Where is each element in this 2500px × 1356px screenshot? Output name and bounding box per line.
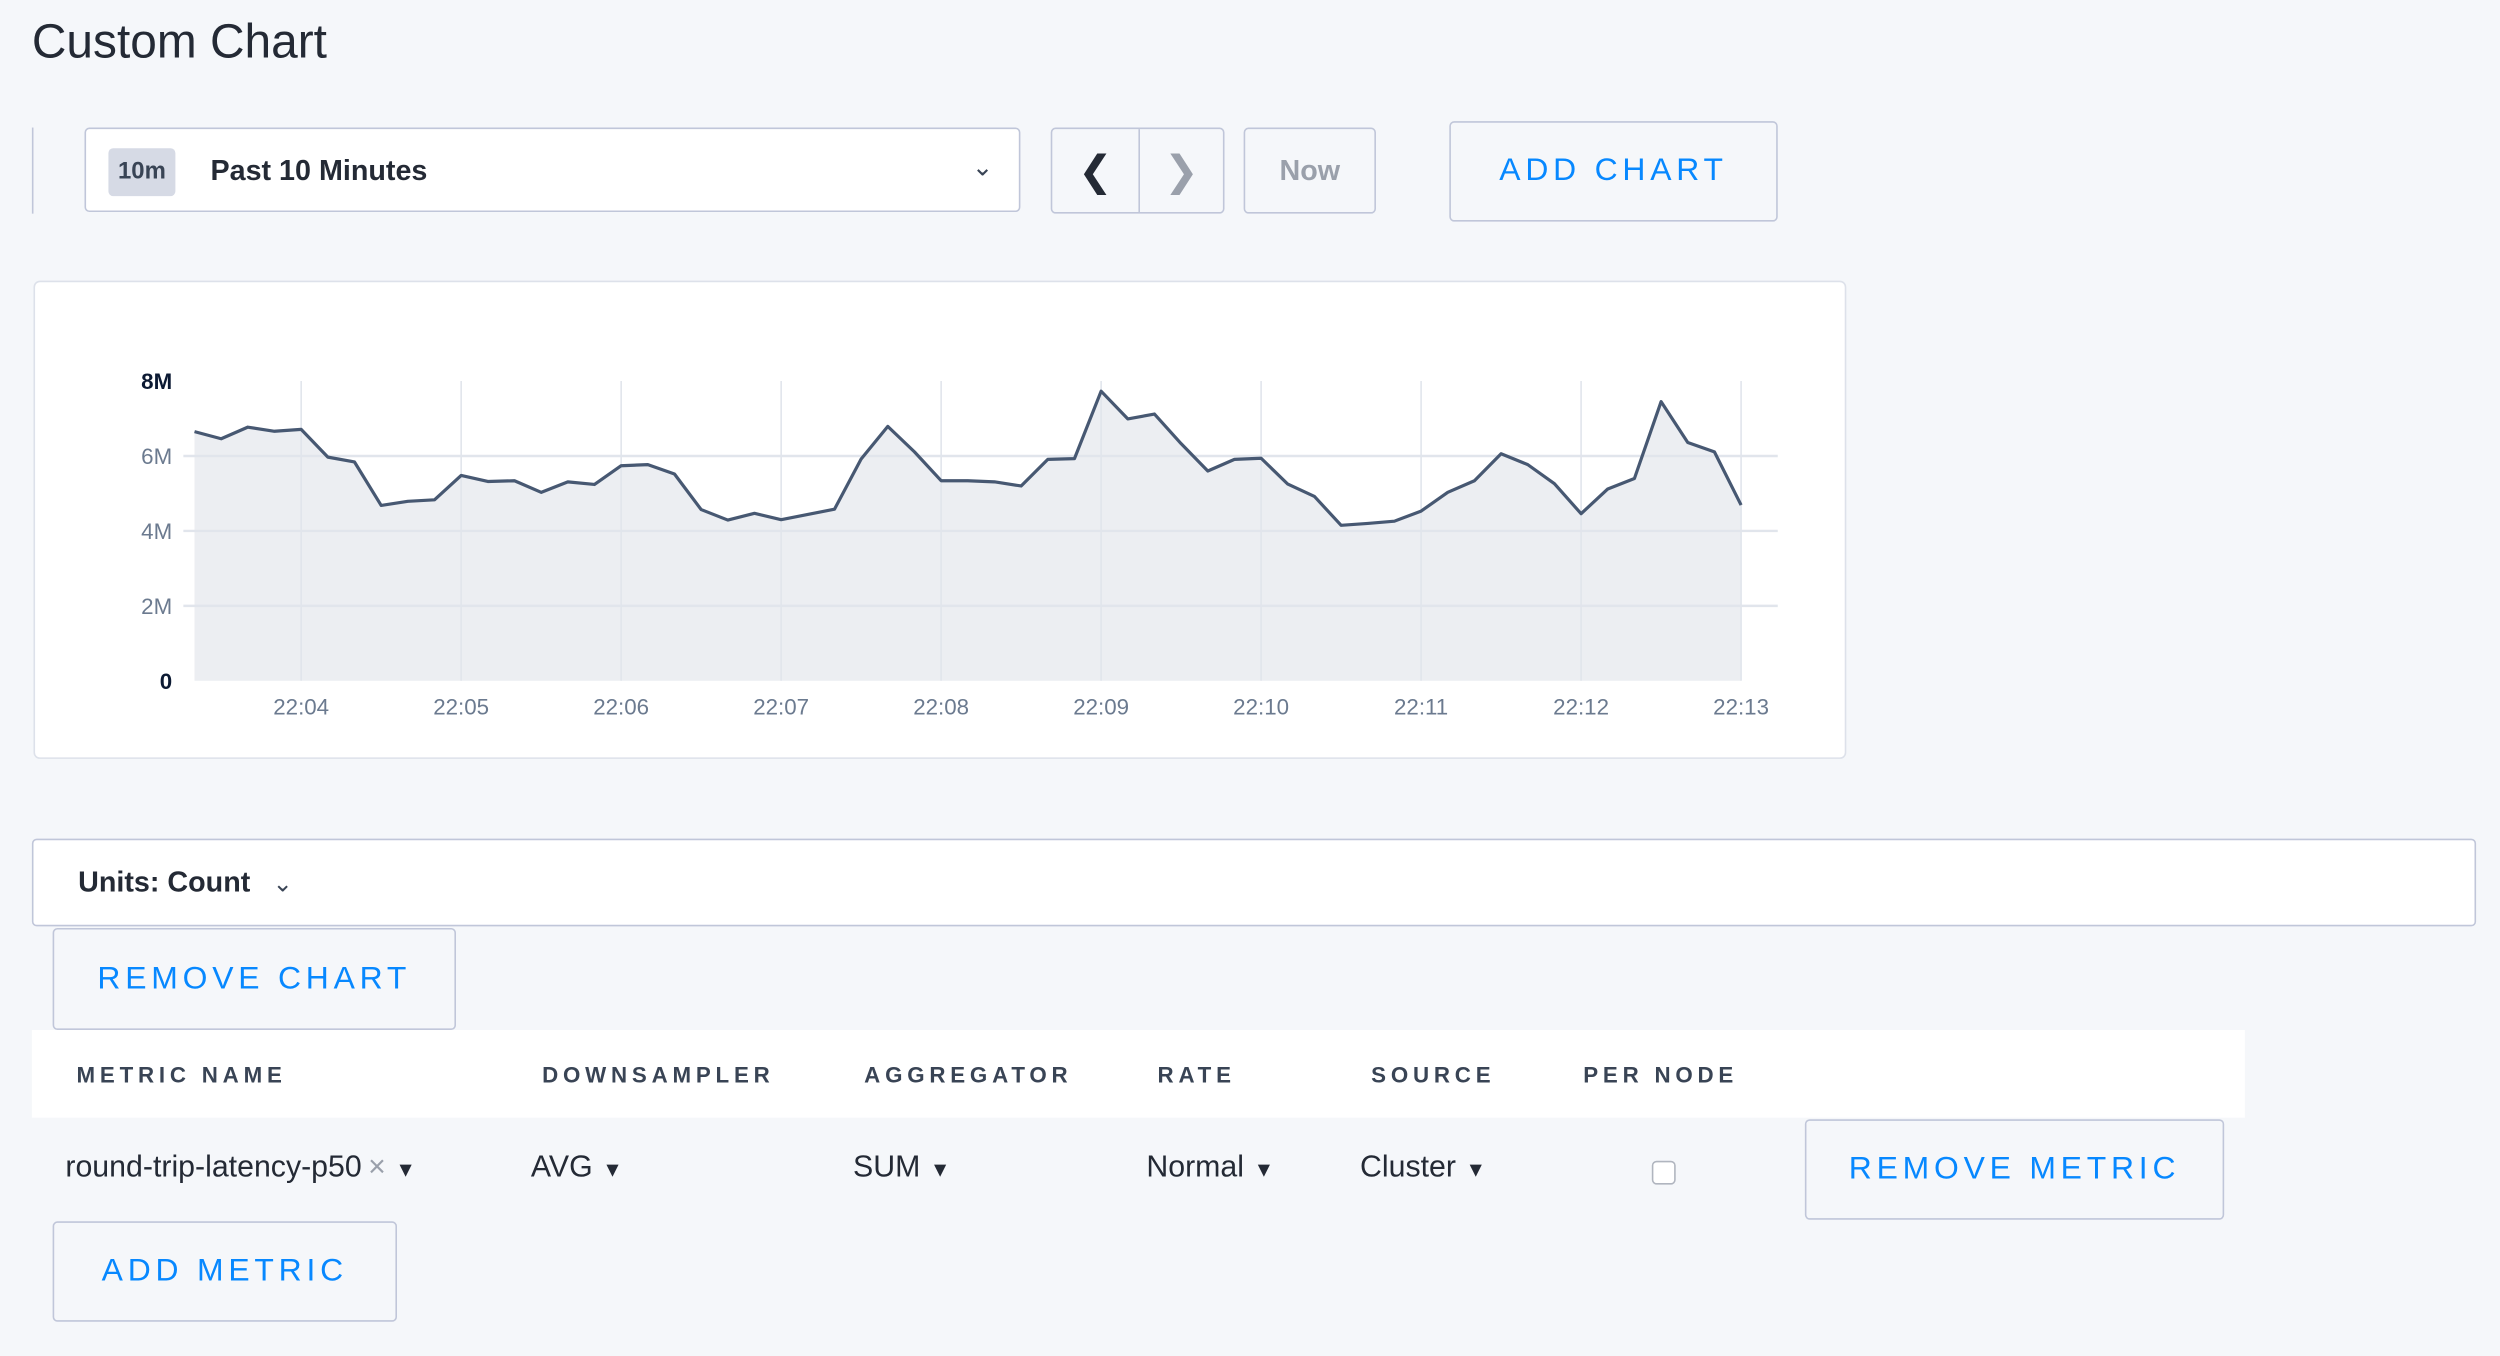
metrics-table-header: METRIC NAME DOWNSAMPLER AGGREGATOR RATE … bbox=[31, 1029, 2245, 1118]
x-tick-label: 22:08 bbox=[913, 694, 969, 719]
line-chart: 0 2M 4M 6M 8M 22:04 22:05 22:06 22:07 22:08 22:09 2… bbox=[141, 369, 1778, 719]
source-value: Cluster bbox=[1360, 1151, 1456, 1185]
caret-down-icon: ▼ bbox=[1253, 1157, 1275, 1182]
remove-metric-button[interactable]: REMOVE METRIC bbox=[1804, 1119, 2225, 1220]
page-title: Custom Chart bbox=[31, 15, 327, 69]
y-tick-label: 4M bbox=[141, 519, 172, 544]
chevron-right-icon[interactable]: ❯ bbox=[1164, 145, 1199, 194]
x-tick-label: 22:09 bbox=[1073, 694, 1129, 719]
chevron-left-icon[interactable]: ❮ bbox=[1052, 129, 1140, 213]
x-tick-label: 22:05 bbox=[433, 694, 489, 719]
area-fill bbox=[194, 391, 1742, 681]
y-tick-label: 0 bbox=[160, 669, 172, 694]
clear-icon[interactable]: × bbox=[368, 1151, 386, 1185]
downsampler-value: AVG bbox=[530, 1151, 593, 1185]
x-tick-label: 22:11 bbox=[1394, 694, 1448, 719]
remove-chart-button[interactable]: REMOVE CHART bbox=[52, 927, 456, 1030]
x-tick-label: 22:10 bbox=[1233, 694, 1289, 719]
downsampler-select[interactable]: AVG ▼ bbox=[531, 1151, 623, 1186]
time-range-dropdown[interactable]: 10m Past 10 Minutes ⌄ bbox=[84, 127, 1021, 213]
y-tick-label: 2M bbox=[141, 594, 172, 619]
caret-down-icon: ▼ bbox=[395, 1157, 416, 1182]
source-select[interactable]: Cluster ▼ bbox=[1360, 1151, 1486, 1186]
caret-down-icon: ▼ bbox=[1465, 1157, 1487, 1182]
caret-down-icon: ▼ bbox=[602, 1157, 623, 1182]
x-tick-label: 22:13 bbox=[1713, 694, 1769, 719]
chevron-down-icon: ⌄ bbox=[971, 154, 994, 182]
x-tick-label: 22:07 bbox=[753, 694, 809, 719]
metric-name-value: round-trip-latency-p50 bbox=[65, 1151, 362, 1185]
rate-select[interactable]: Normal ▼ bbox=[1146, 1151, 1274, 1186]
metric-name-select[interactable]: round-trip-latency-p50 × ▼ bbox=[65, 1151, 416, 1186]
y-tick-label: 6M bbox=[141, 444, 172, 469]
header-aggregator: AGGREGATOR bbox=[864, 1061, 1073, 1088]
chevron-down-icon: ⌄ bbox=[272, 870, 293, 898]
header-source: SOURCE bbox=[1371, 1061, 1496, 1088]
x-tick-label: 22:04 bbox=[273, 694, 329, 719]
time-pager: ❮ ❯ bbox=[1050, 127, 1225, 214]
chart-card: 0 2M 4M 6M 8M 22:04 22:05 22:06 22:07 22:08 22:09 2… bbox=[33, 280, 1847, 759]
add-chart-button[interactable]: ADD CHART bbox=[1449, 121, 1778, 222]
aggregator-value: SUM bbox=[853, 1151, 921, 1185]
time-range-label: Past 10 Minutes bbox=[210, 154, 428, 187]
header-metric-name: METRIC NAME bbox=[76, 1061, 287, 1088]
time-range-badge: 10m bbox=[108, 148, 176, 197]
per-node-checkbox[interactable] bbox=[1651, 1160, 1676, 1185]
aggregator-select[interactable]: SUM ▼ bbox=[853, 1151, 950, 1186]
header-per-node: PER NODE bbox=[1583, 1061, 1739, 1088]
x-tick-label: 22:06 bbox=[593, 694, 649, 719]
units-dropdown[interactable]: Units: Count ⌄ bbox=[31, 838, 2477, 927]
now-button[interactable]: Now bbox=[1243, 127, 1376, 214]
caret-down-icon: ▼ bbox=[929, 1157, 951, 1182]
add-metric-button[interactable]: ADD METRIC bbox=[52, 1221, 398, 1322]
units-label: Units: Count bbox=[78, 865, 251, 898]
rate-value: Normal bbox=[1146, 1151, 1245, 1185]
y-tick-label: 8M bbox=[141, 369, 172, 394]
header-downsampler: DOWNSAMPLER bbox=[542, 1061, 775, 1088]
x-tick-label: 22:12 bbox=[1553, 694, 1609, 719]
divider bbox=[31, 127, 34, 214]
header-rate: RATE bbox=[1157, 1061, 1236, 1088]
